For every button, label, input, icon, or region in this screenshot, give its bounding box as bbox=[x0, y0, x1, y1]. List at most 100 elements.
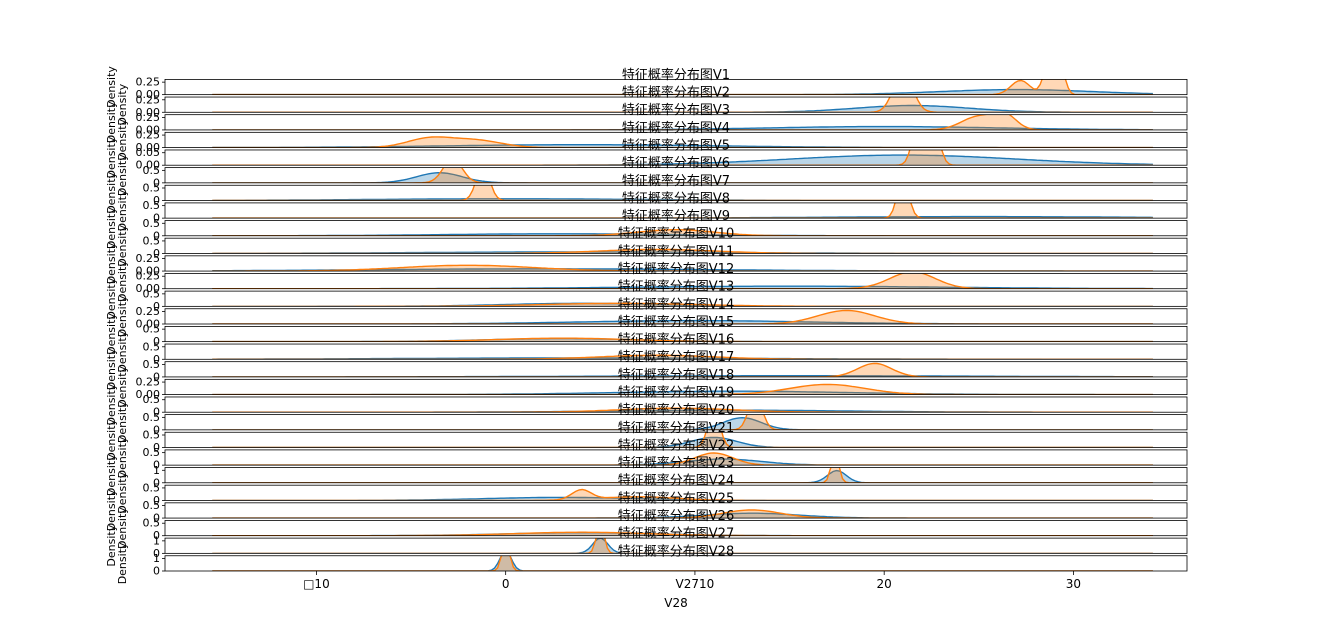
subplot-title: 特征概率分布图V25 bbox=[618, 490, 734, 506]
y-axis-label: Density bbox=[116, 401, 129, 443]
subplot-frame bbox=[164, 467, 1188, 484]
y-tick-label: 0 bbox=[153, 423, 160, 436]
y-tick-label: 0.00 bbox=[136, 282, 161, 295]
y-tick-label: 0.5 bbox=[143, 393, 161, 406]
y-tick-label: 0.25 bbox=[136, 270, 161, 283]
y-axis-label: Density bbox=[116, 295, 129, 337]
subplot-frame bbox=[164, 79, 1188, 96]
subplot-frame bbox=[164, 396, 1188, 413]
subplot-title: 特征概率分布图V12 bbox=[618, 261, 734, 277]
y-tick-label: 0 bbox=[153, 194, 160, 207]
subplot-title: 特征概率分布图V16 bbox=[618, 332, 734, 348]
density-subplot-13: 0.50 特征概率分布图V13 Density bbox=[105, 277, 1188, 320]
subplot-title: 特征概率分布图V21 bbox=[618, 420, 734, 436]
subplot-title: 特征概率分布图V22 bbox=[618, 437, 734, 453]
density-subplot-2: 0.250.00 特征概率分布图V2 Density bbox=[116, 83, 1188, 126]
orange-series-density-21 bbox=[212, 432, 1153, 448]
y-tick-label: 0 bbox=[153, 459, 160, 472]
subplot-frame bbox=[164, 520, 1188, 537]
y-axis-label: Density bbox=[105, 348, 118, 390]
subplot-title: 特征概率分布图V15 bbox=[618, 314, 734, 330]
y-axis-label: Density bbox=[105, 313, 118, 355]
y-tick-label: 0 bbox=[153, 565, 160, 578]
y-axis-label: Density bbox=[116, 224, 129, 266]
subplot-frame bbox=[164, 502, 1188, 519]
y-axis-label: Density bbox=[105, 489, 118, 531]
density-subplot-6: 0.50 特征概率分布图V6 Density bbox=[116, 154, 1188, 196]
y-tick-label: 0.00 bbox=[136, 106, 161, 119]
y-axis-label: Density bbox=[105, 172, 118, 214]
y-axis-label: Density bbox=[116, 507, 129, 549]
y-tick-label: 0.00 bbox=[136, 159, 161, 172]
subplot-title: 特征概率分布图V2 bbox=[622, 85, 730, 101]
density-subplot-18: 0.250.00 特征概率分布图V18 Density bbox=[116, 366, 1188, 408]
blue-series-density-27 bbox=[212, 538, 1153, 554]
orange-density-fill bbox=[212, 79, 1153, 95]
orange-density-fill bbox=[212, 273, 1153, 289]
y-axis-label: Density bbox=[105, 524, 118, 566]
subplot-title: 特征概率分布图V5 bbox=[622, 137, 730, 153]
y-axis-label: Density bbox=[105, 242, 118, 284]
y-axis-label: Density bbox=[116, 154, 129, 196]
y-tick-label: 0.5 bbox=[143, 446, 161, 459]
x-axis-label: V28 bbox=[664, 596, 687, 610]
subplot-title: 特征概率分布图V20 bbox=[618, 402, 734, 418]
blue-series-density-28 bbox=[212, 555, 1153, 571]
y-axis-label: Density bbox=[116, 260, 129, 302]
orange-density-fill bbox=[727, 414, 782, 430]
blue-density-line bbox=[212, 512, 1153, 519]
density-subplot-22: 0.50 特征概率分布图V22 Density bbox=[116, 436, 1188, 478]
y-axis-label: Density bbox=[105, 101, 118, 143]
y-tick-label: 0.5 bbox=[143, 358, 161, 371]
subplot-frame bbox=[164, 537, 1188, 554]
y-tick-label: 0.5 bbox=[143, 429, 161, 442]
subplot-title: 特征概率分布图V4 bbox=[622, 120, 730, 136]
y-axis-label: Density bbox=[116, 330, 129, 372]
subplot-frame bbox=[164, 290, 1188, 307]
x-tick-label: 30 bbox=[1066, 577, 1081, 591]
subplot-title: 特征概率分布图V19 bbox=[618, 384, 734, 400]
y-tick-label: 0.25 bbox=[136, 76, 161, 89]
blue-density-line bbox=[212, 104, 1153, 113]
subplot-frame bbox=[164, 131, 1188, 148]
subplot-frame bbox=[164, 343, 1188, 360]
y-tick-label: 0.00 bbox=[136, 265, 161, 278]
blue-series-density-23 bbox=[212, 469, 1153, 483]
orange-density-line bbox=[212, 354, 1153, 360]
subplot-frame bbox=[164, 167, 1188, 184]
subplot-frame bbox=[164, 431, 1188, 448]
y-axis-label: Density bbox=[116, 119, 129, 161]
y-tick-label: 0.00 bbox=[136, 388, 161, 401]
orange-density-fill bbox=[354, 303, 882, 307]
density-subplot-15: 0.50 特征概率分布图V15 Density bbox=[105, 313, 1188, 355]
orange-density-fill bbox=[692, 384, 961, 395]
blue-density-line bbox=[212, 436, 1153, 448]
y-axis-label: Density bbox=[105, 66, 118, 108]
orange-series-density-18 bbox=[212, 383, 1153, 395]
y-axis-label: Density bbox=[116, 83, 129, 125]
y-tick-label: 0.25 bbox=[136, 93, 161, 106]
blue-series-density-25 bbox=[212, 512, 1153, 519]
subplot-title: 特征概率分布图V7 bbox=[622, 173, 730, 189]
density-subplot-14: 0.250.00 特征概率分布图V14 Density bbox=[116, 295, 1188, 337]
y-tick-label: 0.5 bbox=[143, 481, 161, 494]
y-axis-label: Density bbox=[105, 277, 118, 319]
y-tick-label: 0.5 bbox=[143, 287, 161, 300]
y-tick-label: 0.25 bbox=[136, 252, 161, 265]
subplot-frame bbox=[164, 149, 1188, 166]
subplot-frame bbox=[164, 237, 1188, 254]
y-tick-label: 0.5 bbox=[143, 517, 161, 530]
y-axis-label: Density bbox=[105, 383, 118, 425]
y-tick-label: 0 bbox=[153, 353, 160, 366]
density-subplot-26: 0.50 特征概率分布图V26 Density bbox=[116, 507, 1188, 549]
y-axis-label: Density bbox=[105, 419, 118, 461]
density-subplot-12: 0.250.00 特征概率分布图V12 Density bbox=[116, 260, 1188, 302]
y-tick-label: 0 bbox=[153, 406, 160, 419]
orange-density-fill bbox=[868, 97, 940, 113]
y-tick-label: 1 bbox=[153, 534, 160, 547]
subplot-frame bbox=[164, 202, 1188, 219]
y-tick-label: 0 bbox=[153, 229, 160, 242]
subplot-frame bbox=[164, 184, 1188, 201]
